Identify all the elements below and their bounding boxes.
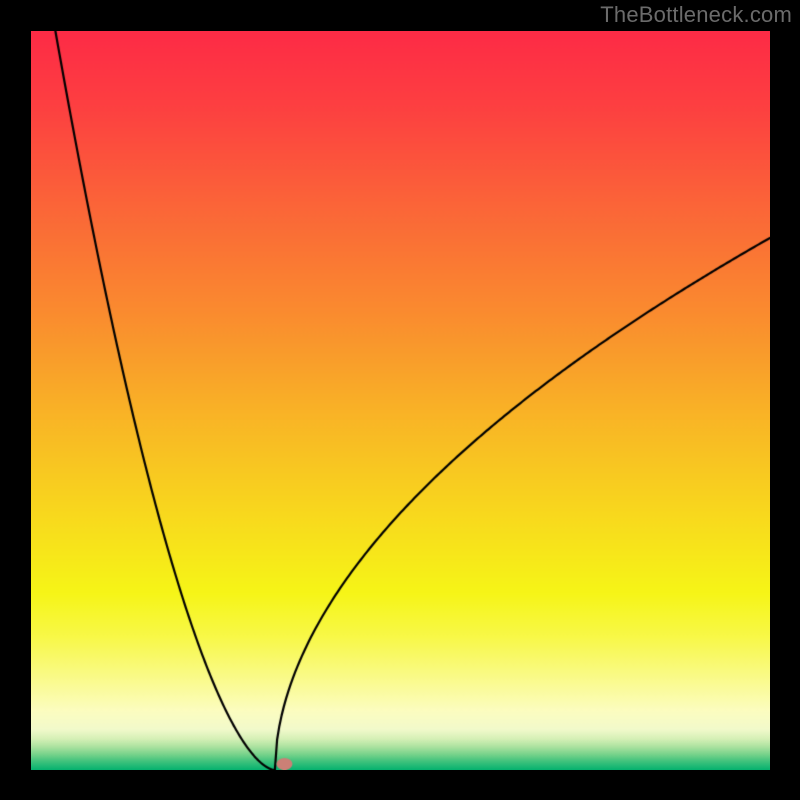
watermark-text: TheBottleneck.com: [600, 2, 792, 28]
bottleneck-curve-chart: [31, 31, 770, 770]
chart-container: TheBottleneck.com: [0, 0, 800, 800]
